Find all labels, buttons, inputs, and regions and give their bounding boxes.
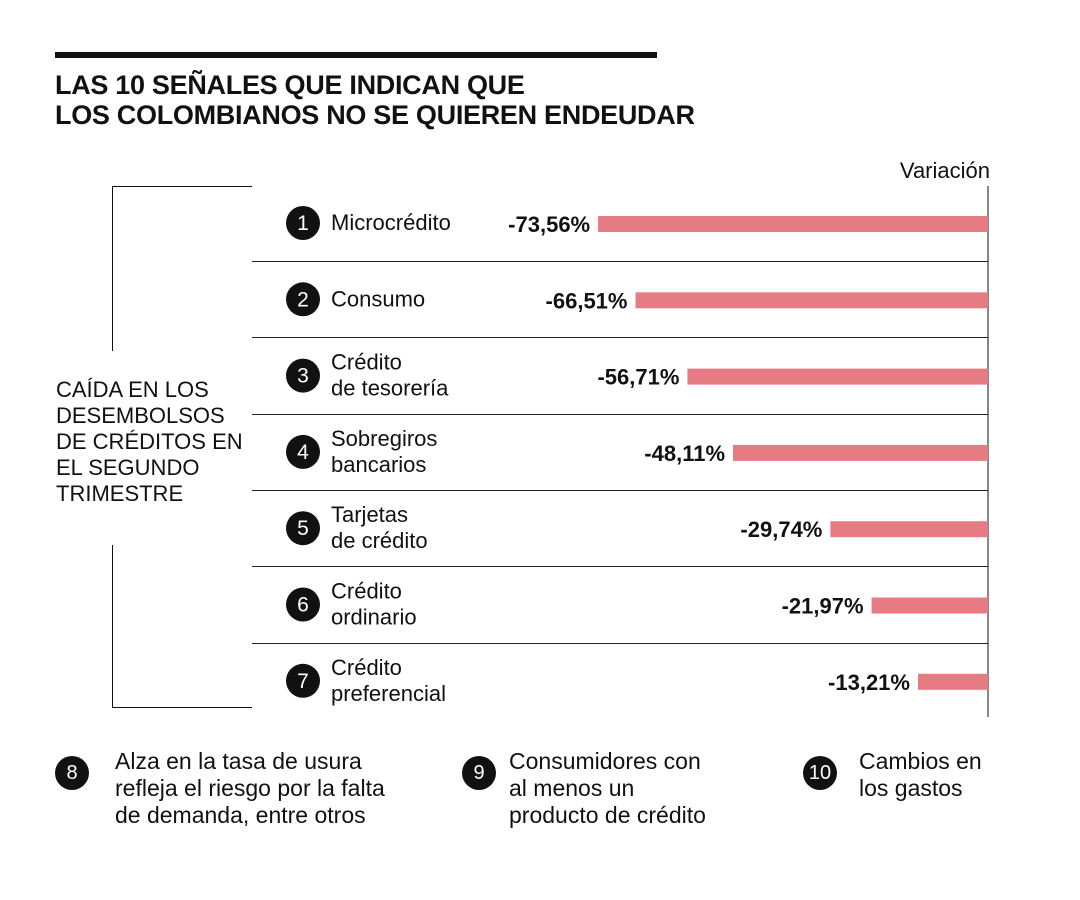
bar (598, 216, 988, 232)
number-badge-text: 5 (297, 517, 309, 540)
title-line: LAS 10 SEÑALES QUE INDICAN QUE (55, 70, 525, 100)
value-label: -29,74% (740, 517, 822, 542)
number-badge: 10 (803, 756, 837, 790)
category-label: Tarjetas (331, 502, 408, 527)
footer-text-line: refleja el riesgo por la falta (115, 775, 385, 801)
number-badge-circle (286, 587, 320, 622)
category-label: Microcrédito (331, 210, 451, 235)
number-badge-circle (286, 511, 320, 546)
category-label: de tesorería (331, 376, 449, 401)
side-label-line: DE CRÉDITOS EN (56, 429, 243, 454)
value-label: -21,97% (782, 594, 864, 619)
side-label-line: DESEMBOLSOS (56, 403, 225, 428)
value-label: -66,51% (546, 288, 628, 313)
number-badge-text: 3 (297, 365, 309, 388)
category-label: de crédito (331, 528, 428, 553)
bar (830, 521, 988, 538)
footer-text-line: Alza en la tasa de usura (115, 748, 362, 774)
category-label: Sobregiros (331, 426, 437, 451)
number-badge-circle (286, 206, 320, 240)
number-badge-circle (286, 358, 320, 393)
value-label: -73,56% (508, 212, 590, 237)
category-label: Crédito (331, 579, 402, 604)
side-label-line: EL SEGUNDO (56, 455, 200, 480)
bracket-vertical-line (112, 186, 113, 351)
footer-text-line: al menos un (509, 775, 635, 801)
category-label: Consumo (331, 286, 425, 311)
top-rule (55, 52, 657, 58)
footer-text: Cambios en los gastos (859, 748, 982, 802)
category-label: Crédito (331, 655, 402, 680)
footer-text-line: Cambios en (859, 748, 982, 774)
chart-title: LAS 10 SEÑALES QUE INDICAN QUE LOS COLOM… (55, 70, 695, 130)
axis-label-variacion: Variación (899, 158, 990, 183)
bar (687, 368, 988, 385)
footer-text-line: los gastos (859, 775, 963, 801)
footer-item-10: 10 Cambios en los gastos (803, 748, 982, 802)
value-label: -48,11% (644, 441, 725, 466)
footer-text-line: Consumidores con (509, 748, 701, 774)
bracket-vertical-line (112, 545, 113, 708)
footer-item-9: 9 Consumidores con al menos un producto … (462, 748, 706, 829)
bar (733, 444, 988, 461)
side-label: CAÍDA EN LOS DESEMBOLSOS DE CRÉDITOS EN … (56, 377, 256, 507)
footer-text-line: de demanda, entre otros (115, 802, 366, 828)
number-badge-circle (286, 282, 320, 317)
number-badge-text: 2 (297, 288, 309, 311)
number-badge-circle (286, 663, 320, 698)
title-line: LOS COLOMBIANOS NO SE QUIEREN ENDEUDAR (55, 100, 695, 130)
footer-text-line: producto de crédito (509, 802, 706, 828)
side-label-line: TRIMESTRE (56, 481, 184, 506)
category-label: ordinario (331, 605, 417, 630)
number-badge: 8 (55, 756, 89, 790)
number-badge: 9 (462, 756, 496, 790)
bar (917, 673, 988, 690)
number-badge-text: 7 (297, 670, 309, 693)
bracket-top-line (112, 186, 252, 187)
number-badge-circle (286, 434, 320, 469)
bracket-bottom-line (112, 707, 252, 708)
number-badge-text: 4 (297, 441, 309, 464)
bar (635, 292, 988, 309)
value-label: -56,71% (597, 365, 679, 390)
category-label: Crédito (331, 350, 402, 375)
footer-item-8: 8 Alza en la tasa de usura refleja el ri… (55, 748, 385, 829)
category-label: preferencial (331, 681, 446, 706)
category-label: bancarios (331, 452, 426, 477)
footer-text: Alza en la tasa de usura refleja el ries… (115, 748, 385, 829)
value-label: -13,21% (828, 670, 910, 695)
side-label-line: CAÍDA EN LOS (56, 377, 209, 402)
bar (871, 597, 988, 614)
number-badge-text: 6 (297, 594, 309, 617)
number-badge-text: 1 (297, 212, 309, 235)
footer-text: Consumidores con al menos un producto de… (509, 748, 706, 829)
